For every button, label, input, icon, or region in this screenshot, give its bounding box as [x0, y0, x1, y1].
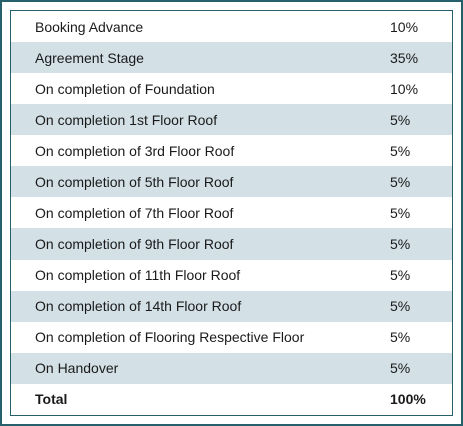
table-container: Booking Advance 10% Agreement Stage 35% On c…: [10, 10, 453, 416]
stage-label: On completion of Flooring Respective Flo…: [35, 329, 305, 346]
table-row: On completion of Foundation 10%: [11, 73, 452, 104]
table-row: On Handover 5%: [11, 352, 452, 384]
table-row: On completion of 3rd Floor Roof 5%: [11, 135, 452, 166]
stage-percent: 5%: [390, 142, 411, 159]
table-row: Booking Advance 10%: [11, 11, 452, 42]
stage-percent: 5%: [390, 166, 452, 198]
table-row: Total 100%: [11, 384, 452, 415]
stage-percent: 5%: [390, 290, 452, 322]
stage-label: On completion of 5th Floor Roof: [11, 166, 390, 198]
stage-percent: 5%: [390, 228, 452, 260]
stage-percent: 5%: [390, 104, 452, 136]
table-row: On completion of Flooring Respective Flo…: [11, 322, 452, 353]
stage-label: On completion of 9th Floor Roof: [11, 228, 390, 260]
stage-label: On completion of Foundation: [35, 80, 215, 97]
stage-percent: 35%: [390, 42, 452, 74]
table-row: On completion of 11th Floor Roof 5%: [11, 260, 452, 291]
stage-label: On completion of 11th Floor Roof: [35, 267, 241, 284]
stage-label: On completion of 3rd Floor Roof: [35, 142, 235, 159]
stage-percent: 5%: [390, 204, 411, 221]
table-row: On completion of 7th Floor Roof 5%: [11, 197, 452, 228]
stage-percent: 10%: [390, 18, 419, 35]
table-row: On completion 1st Floor Roof 5%: [11, 104, 452, 136]
table-row: On completion of 14th Floor Roof 5%: [11, 290, 452, 322]
stage-label: On completion of 14th Floor Roof: [11, 290, 390, 322]
payment-table: Booking Advance 10% Agreement Stage 35% On c…: [11, 11, 452, 415]
stage-percent: 10%: [390, 80, 419, 97]
stage-label: Agreement Stage: [11, 42, 390, 74]
stage-percent: 5%: [390, 267, 411, 284]
table-row: On completion of 5th Floor Roof 5%: [11, 166, 452, 198]
table-row: On completion of 9th Floor Roof 5%: [11, 228, 452, 260]
stage-label: Total: [35, 391, 68, 408]
table-row: Agreement Stage 35%: [11, 42, 452, 74]
stage-label: On completion 1st Floor Roof: [11, 104, 390, 136]
stage-percent: 100%: [390, 391, 426, 408]
stage-label: On completion of 7th Floor Roof: [35, 204, 234, 221]
stage-percent: 5%: [390, 352, 452, 384]
stage-label: Booking Advance: [35, 18, 144, 35]
stage-label: On Handover: [11, 352, 390, 384]
stage-percent: 5%: [390, 329, 411, 346]
